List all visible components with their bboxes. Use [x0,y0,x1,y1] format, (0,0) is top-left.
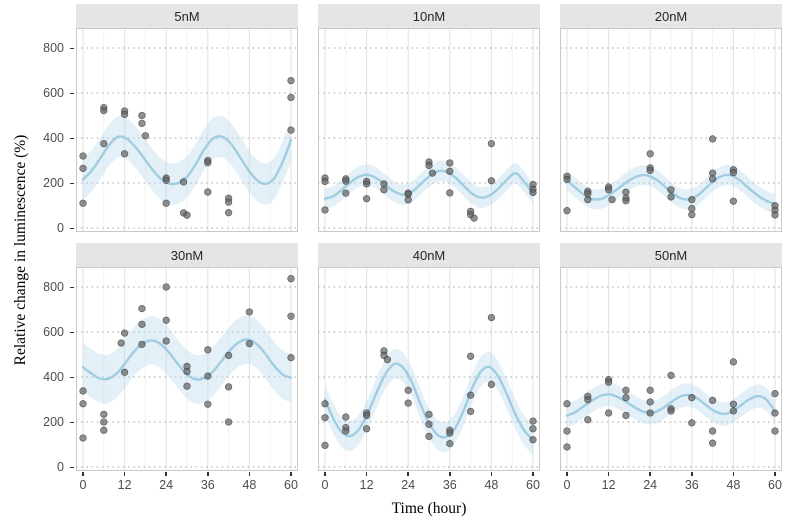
x-axis-title: Time (hour) [391,500,467,517]
facet-strip-label: 40nM [412,247,446,263]
x-tick-label: 36 [200,478,215,492]
y-tick-mark [70,376,74,378]
x-tick-label: 0 [79,478,87,492]
facet-strip-label: 5nM [174,8,200,24]
facet-strip-30nM: 30nM [76,243,298,267]
facet-strip-50nM: 50nM [560,243,782,267]
facet-strip-label: 20nM [654,8,688,24]
facet-plot-5nM [76,28,298,232]
x-tick-mark [365,471,368,476]
y-tick-label: 400 [43,131,64,145]
x-tick-label: 12 [359,478,374,492]
facet-plot-50nM [560,267,782,471]
y-tick-mark [70,227,74,229]
x-tick-mark [82,471,84,476]
x-tick-mark [207,471,209,476]
confidence-ribbon [83,315,291,404]
y-tick-mark [70,331,74,333]
x-tick-mark [732,471,735,476]
facet-plot-10nM [318,28,540,232]
data-points [321,139,537,222]
x-tick-mark [449,471,451,476]
x-tick-label: 48 [484,478,499,492]
x-tick-mark [490,471,493,476]
x-tick-label: 24 [159,478,174,492]
data-points [79,76,295,219]
y-tick-mark [70,92,74,94]
x-tick-label: 60 [284,478,298,492]
x-tick-mark [649,471,651,476]
facet-plot-20nM [560,28,782,232]
x-tick-mark [774,471,776,476]
y-tick-label: 400 [43,370,64,384]
y-tick-label: 800 [43,280,64,294]
y-tick-label: 0 [57,221,64,235]
x-tick-mark [607,471,610,476]
facet-strip-label: 50nM [654,247,688,263]
facet-plot-30nM [76,267,298,471]
gridlines [76,28,298,232]
data-points [563,358,779,451]
y-tick-mark [70,421,74,423]
data-points [563,135,779,219]
x-tick-mark [165,471,167,476]
y-tick-mark [70,47,74,49]
x-tick-label: 24 [401,478,416,492]
data-points [321,313,537,450]
confidence-ribbon [325,348,533,455]
gridlines [560,267,782,471]
smooth-line [81,135,293,186]
smooth-line [565,393,777,417]
x-tick-label: 36 [684,478,699,492]
y-tick-label: 600 [43,325,64,339]
x-tick-label: 0 [321,478,329,492]
x-tick-mark [532,471,534,476]
x-tick-label: 36 [442,478,457,492]
y-tick-mark [70,182,74,184]
y-tick-label: 0 [57,460,64,474]
facet-strip-20nM: 20nM [560,4,782,28]
x-tick-label: 12 [117,478,132,492]
y-tick-mark [70,466,74,468]
facet-strip-5nM: 5nM [76,4,298,28]
y-tick-label: 600 [43,86,64,100]
y-tick-label: 800 [43,41,64,55]
x-tick-label: 48 [726,478,741,492]
x-tick-label: 48 [242,478,257,492]
x-tick-label: 24 [643,478,658,492]
x-tick-label: 0 [563,478,571,492]
confidence-ribbon [83,115,291,205]
x-tick-mark [407,471,409,476]
x-tick-label: 60 [768,478,782,492]
x-tick-mark [123,471,126,476]
smooth-line [323,169,535,200]
facet-strip-label: 10nM [412,8,446,24]
x-tick-mark [566,471,568,476]
data-points [79,275,295,442]
facet-strip-40nM: 40nM [318,243,540,267]
facet-strip-label: 30nM [170,247,204,263]
y-tick-mark [70,137,74,139]
facet-plot-40nM [318,267,540,471]
x-tick-mark [290,471,292,476]
y-tick-label: 200 [43,176,64,190]
x-tick-label: 60 [526,478,540,492]
y-tick-mark [70,286,74,288]
confidence-ribbon [567,382,775,428]
x-tick-mark [248,471,251,476]
x-tick-label: 12 [601,478,616,492]
y-tick-label: 200 [43,415,64,429]
x-tick-mark [691,471,693,476]
y-axis-title: Relative change in luminescence (%) [12,134,29,366]
x-tick-mark [324,471,326,476]
facet-strip-10nM: 10nM [318,4,540,28]
